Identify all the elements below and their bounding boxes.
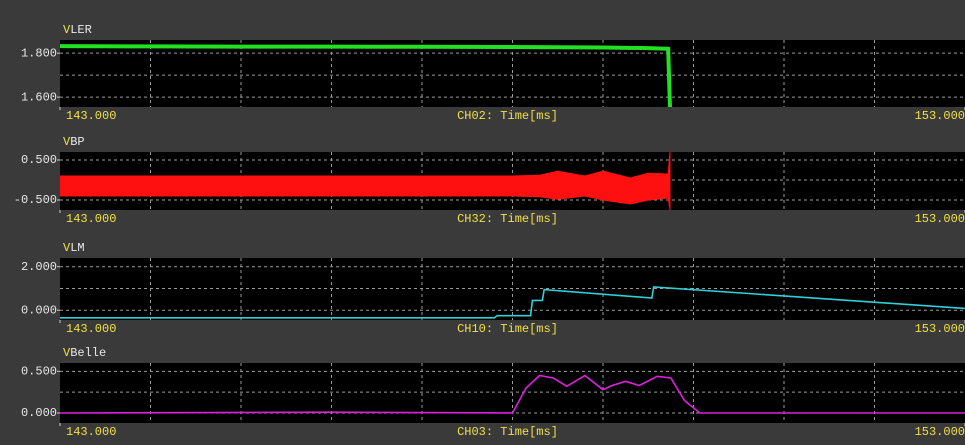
panel-title: VLER [63,23,92,37]
y-tick-label: -0.500 [14,193,57,207]
y-tick-label: 0.000 [21,406,57,420]
x-tick-label: 153.000 [915,425,965,439]
x-tick-label: 153.000 [915,109,965,123]
unit: V [63,241,71,255]
channel-name: BP [70,135,84,149]
x-tick-label: 143.000 [66,322,116,336]
trace [60,44,672,107]
x-tick-label: 153.000 [915,322,965,336]
y-tick-label: 0.500 [21,153,57,167]
panel-title: VBelle [63,346,106,360]
channel-name: LM [70,241,84,255]
trace [60,374,965,414]
trace [60,286,965,319]
y-tick-label: 2.000 [21,260,57,274]
trace-band [60,152,671,210]
panel-title: VLM [63,241,85,255]
x-axis-label: CH03: Time[ms] [457,425,558,439]
y-tick-label: 0.500 [21,365,57,379]
x-axis-label: CH10: Time[ms] [457,322,558,336]
channel-name: LER [70,23,92,37]
unit: V [63,135,71,149]
x-tick-label: 143.000 [66,109,116,123]
trace-clip [60,152,671,210]
panel-title: VBP [63,135,85,149]
y-tick-label: 1.600 [21,90,57,104]
x-axis-label: CH02: Time[ms] [457,109,558,123]
y-tick-label: 1.800 [21,46,57,60]
x-tick-label: 143.000 [66,212,116,226]
x-axis-label: CH32: Time[ms] [457,212,558,226]
y-tick-label: 0.000 [21,303,57,317]
unit: V [63,23,71,37]
unit: V [63,346,71,360]
trace-clip [60,286,965,319]
trace-clip [60,44,672,107]
x-tick-label: 153.000 [915,212,965,226]
channel-name: Belle [70,346,106,360]
x-tick-label: 143.000 [66,425,116,439]
trace-clip [60,374,965,414]
